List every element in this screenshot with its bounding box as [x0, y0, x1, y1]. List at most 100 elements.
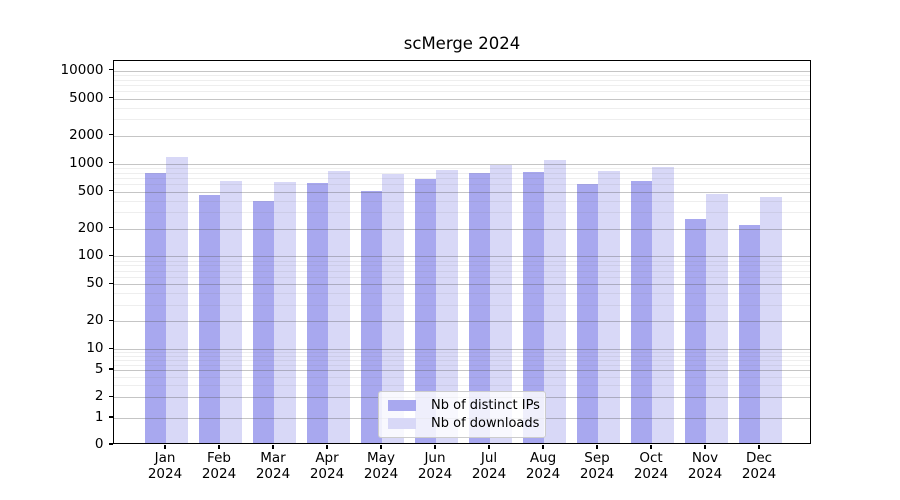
x-tick-mark [434, 444, 436, 449]
x-tick-label-jan: Jan 2024 [147, 450, 183, 482]
legend-item-distinct-ips: Nb of distinct IPs [379, 397, 545, 415]
minor-gridline [114, 79, 810, 81]
bar-ips-jun [414, 179, 436, 443]
bar-ips-jul [468, 173, 490, 443]
bar-downloads-sep [598, 170, 620, 443]
minor-gridline [114, 107, 810, 109]
legend-item-downloads: Nb of downloads [379, 415, 545, 433]
y-tick-mark [108, 416, 113, 418]
minor-gridline [114, 74, 810, 76]
x-tick-label-sep: Sep 2024 [579, 450, 615, 482]
bar-ips-aug [522, 172, 544, 443]
y-tick-mark [108, 189, 113, 192]
legend-swatch-distinct-ips [388, 400, 416, 411]
x-tick-label-may: May 2024 [363, 450, 399, 482]
x-tick-label-oct: Oct 2024 [633, 450, 669, 482]
bar-downloads-jul [490, 164, 512, 443]
y-tick-mark [108, 282, 113, 285]
y-tick-mark [108, 96, 113, 99]
y-tick-mark [108, 319, 113, 321]
major-gridline [114, 191, 810, 193]
legend-label-downloads: Nb of downloads [431, 416, 540, 431]
bar-downloads-nov [706, 194, 728, 443]
x-tick-mark [272, 444, 274, 449]
y-tick-label: 200 [77, 219, 104, 236]
y-tick-mark [108, 161, 113, 164]
y-tick-mark [108, 395, 113, 397]
major-gridline [114, 163, 810, 165]
bar-downloads-jan [166, 157, 188, 443]
y-tick-label: 2 [94, 388, 104, 405]
plot-area [113, 60, 811, 444]
y-tick-mark [108, 133, 113, 136]
x-tick-mark [218, 444, 220, 449]
x-tick-label-mar: Mar 2024 [255, 450, 291, 482]
x-tick-mark [650, 444, 652, 449]
major-gridline [114, 98, 810, 100]
bar-downloads-dec [760, 197, 782, 443]
x-tick-mark [542, 444, 544, 449]
bar-ips-feb [198, 194, 220, 443]
minor-gridline [114, 167, 810, 169]
y-tick-label: 20 [86, 312, 104, 329]
bar-ips-mar [252, 200, 274, 443]
x-tick-label-jul: Jul 2024 [471, 450, 507, 482]
y-tick-label: 0 [94, 436, 104, 452]
bar-ips-nov [684, 219, 706, 443]
chart-title: scMerge 2024 [403, 34, 521, 53]
x-tick-label-aug: Aug 2024 [525, 450, 561, 482]
x-tick-mark [704, 444, 706, 449]
y-tick-label: 1 [94, 409, 104, 425]
x-tick-label-nov: Nov 2024 [687, 450, 723, 482]
x-tick-label-apr: Apr 2024 [309, 450, 345, 482]
minor-gridline [114, 91, 810, 93]
major-gridline [114, 135, 810, 137]
bar-ips-dec [738, 224, 760, 443]
y-tick-label: 10 [86, 340, 104, 357]
bar-ips-sep [576, 183, 598, 443]
y-tick-label: 1000 [69, 154, 104, 171]
minor-gridline [114, 184, 810, 186]
x-tick-mark [596, 444, 598, 449]
bar-ips-jan [144, 172, 166, 443]
x-tick-mark [380, 444, 382, 449]
minor-gridline [114, 172, 810, 174]
bar-downloads-oct [652, 167, 674, 443]
y-tick-label: 100 [77, 247, 104, 264]
minor-gridline [114, 177, 810, 179]
x-tick-label-jun: Jun 2024 [417, 450, 453, 482]
y-tick-mark [108, 347, 113, 349]
y-tick-mark [108, 226, 113, 229]
y-tick-label: 2000 [69, 126, 104, 143]
bar-downloads-jun [436, 170, 458, 443]
y-tick-label: 50 [86, 275, 104, 292]
x-tick-mark [326, 444, 328, 449]
bar-ips-apr [306, 183, 328, 443]
bar-downloads-feb [220, 180, 242, 443]
y-tick-label: 5 [94, 361, 104, 377]
bar-downloads-mar [274, 182, 296, 443]
y-tick-label: 10000 [60, 61, 104, 78]
bar-ips-may [360, 190, 382, 443]
minor-gridline [114, 119, 810, 121]
y-tick-mark [108, 443, 113, 445]
x-tick-mark [164, 444, 166, 449]
major-gridline [114, 70, 810, 72]
x-tick-label-feb: Feb 2024 [201, 450, 237, 482]
y-tick-label: 500 [77, 182, 104, 199]
bar-downloads-apr [328, 170, 350, 443]
x-tick-mark [758, 444, 760, 449]
bar-downloads-aug [544, 159, 566, 443]
minor-gridline [114, 85, 810, 87]
y-tick-mark [108, 368, 113, 370]
x-tick-label-dec: Dec 2024 [741, 450, 777, 482]
legend-swatch-downloads [388, 418, 416, 429]
legend-label-distinct-ips: Nb of distinct IPs [431, 398, 540, 413]
y-tick-mark [108, 254, 113, 257]
legend: Nb of distinct IPs Nb of downloads [378, 391, 546, 438]
bar-downloads-may [382, 174, 404, 443]
x-tick-mark [488, 444, 490, 449]
y-tick-label: 5000 [69, 89, 104, 106]
y-tick-mark [108, 69, 113, 71]
